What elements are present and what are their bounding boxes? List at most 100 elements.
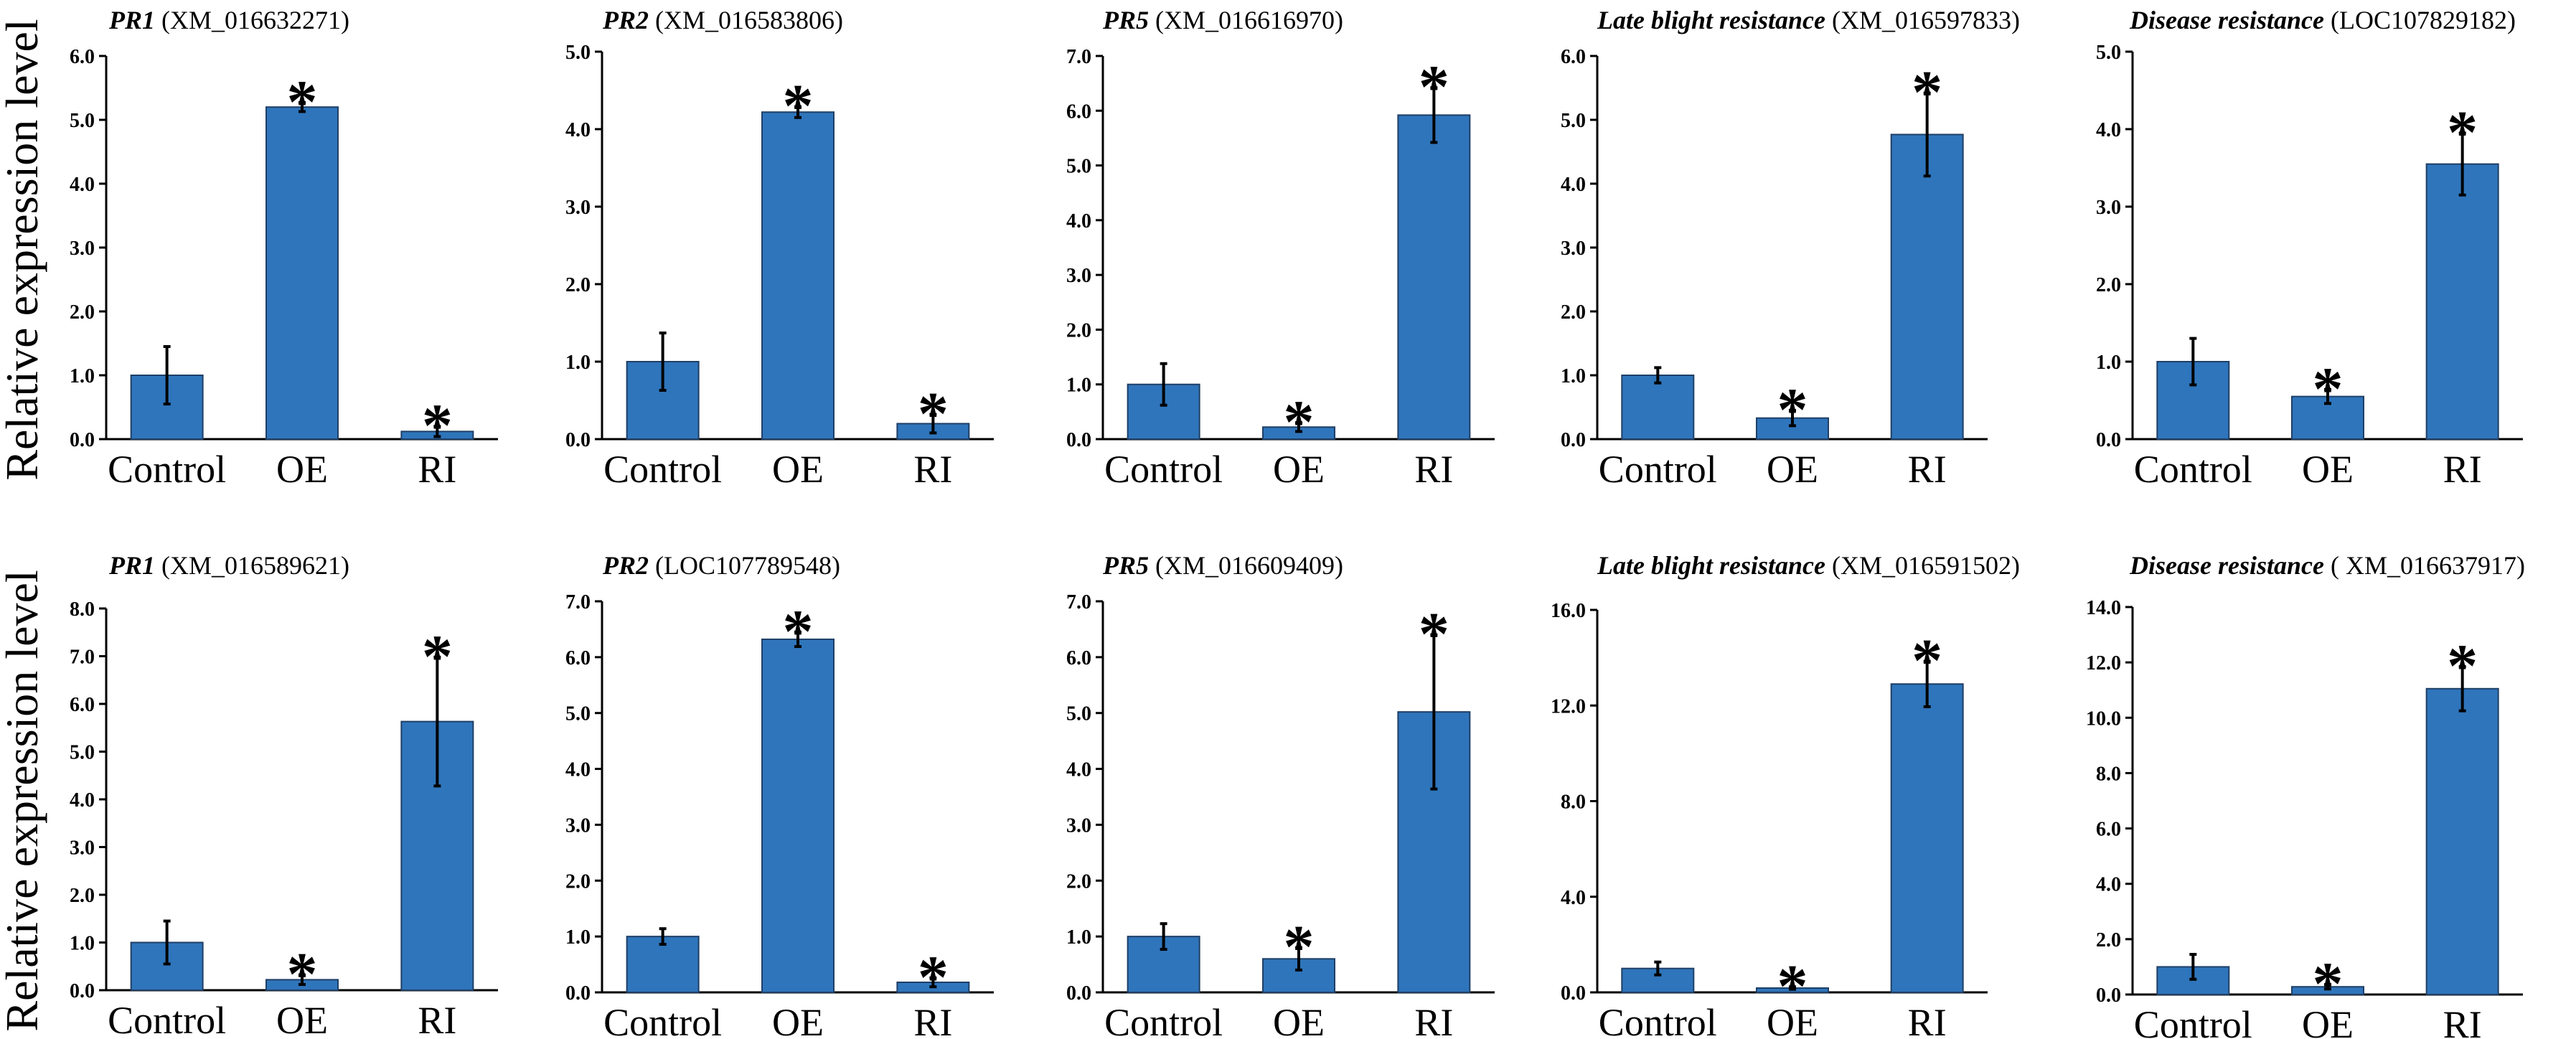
y-tick-label: 4.0 (2096, 874, 2121, 896)
x-category-label: OE (772, 448, 824, 491)
chart-title-gene: PR5 (1102, 551, 1149, 580)
chart-title-id: (XM_016609409) (1149, 551, 1343, 580)
chart-title-gene: PR2 (602, 6, 649, 34)
significance-star: * (1777, 951, 1808, 1020)
bar-ri (1397, 114, 1471, 440)
y-tick-label: 2.0 (70, 885, 95, 907)
x-category-label: RI (1908, 1001, 1947, 1039)
chart-panel-4: Late blight resistance (XM_016597833) 0.0… (1561, 6, 2020, 491)
chart-panel-9: Late blight resistance (XM_016591502) 0.0… (1551, 551, 2020, 1039)
y-tick-label: 6.0 (70, 46, 95, 68)
y-tick-label: 7.0 (1066, 591, 1091, 613)
y-tick-label: 2.0 (2096, 274, 2121, 296)
chart-title-id: (XM_016589621) (155, 551, 349, 580)
chart-title: Disease resistance ( XM_016637917) (2129, 551, 2525, 580)
y-tick-label: 0.0 (70, 429, 95, 451)
y-tick-label: 3.0 (565, 814, 591, 837)
chart-panel-3: PR5 (XM_016616970) 0.0 1.0 2.0 3.0 4.0 5.0 6.0 7… (1066, 6, 1495, 491)
chart-panels: PR1 (XM_016632271) 0.0 1.0 2.0 3.0 4.0 5.0 6.0 C… (70, 6, 2525, 1039)
y-tick-label: 1.0 (2096, 352, 2121, 374)
y-tick-label: 3.0 (1561, 238, 1586, 260)
ylabel-top-row: Relative expression level (0, 19, 47, 480)
y-axis-labels: Relative expression level Relative expre… (0, 19, 47, 1031)
significance-star: * (2313, 354, 2344, 423)
significance-star: * (783, 597, 814, 666)
chart-title-gene: Disease resistance (2129, 6, 2324, 34)
y-tick-label: 2.0 (2096, 929, 2121, 951)
y-tick-label: 2.0 (70, 301, 95, 324)
significance-star: * (1284, 913, 1315, 982)
chart-title: PR2 (LOC107789548) (602, 551, 840, 580)
chart-title-id: (XM_016583806) (649, 6, 843, 34)
chart-title: PR1 (XM_016589621) (108, 551, 349, 580)
y-tick-label: 3.0 (70, 837, 95, 860)
y-tick-label: 5.0 (70, 110, 95, 132)
y-tick-label: 0.0 (70, 980, 95, 1002)
y-tick-label: 4.0 (1066, 210, 1091, 232)
y-tick-label: 1.0 (565, 352, 591, 374)
chart-title: Disease resistance (LOC107829182) (2129, 6, 2516, 34)
y-tick-label: 0.0 (565, 982, 591, 1005)
y-tick-label: 1.0 (1561, 365, 1586, 387)
x-category-label: Control (1599, 448, 1717, 491)
y-tick-label: 5.0 (1561, 110, 1586, 132)
bar-ri (1890, 133, 1964, 440)
bar-ri (2425, 687, 2499, 995)
significance-star: * (2313, 949, 2344, 1018)
chart-title: Late blight resistance (XM_016591502) (1597, 551, 2020, 580)
y-tick-label: 16.0 (1551, 600, 1586, 622)
chart-title-gene: PR1 (108, 6, 155, 34)
ylabel-bottom-row: Relative expression level (0, 570, 47, 1031)
bar-control (1621, 375, 1695, 440)
significance-star: * (2447, 631, 2478, 700)
chart-title: Late blight resistance (XM_016597833) (1597, 6, 2020, 34)
y-tick-label: 5.0 (565, 42, 591, 64)
y-tick-label: 4.0 (1561, 174, 1586, 196)
y-tick-label: 5.0 (2096, 42, 2121, 64)
y-tick-label: 3.0 (2096, 197, 2121, 219)
x-category-label: Control (1599, 1001, 1717, 1039)
y-tick-label: 3.0 (1066, 814, 1091, 837)
y-tick-label: 5.0 (565, 703, 591, 725)
y-tick-label: 0.0 (1561, 982, 1586, 1005)
significance-star: * (918, 943, 949, 1012)
x-category-label: OE (1273, 1001, 1325, 1039)
x-category-label: OE (1767, 448, 1818, 491)
chart-title-gene: PR5 (1102, 6, 1149, 34)
y-tick-label: 0.0 (565, 429, 591, 451)
chart-panel-7: PR2 (LOC107789548) 0.0 1.0 2.0 3.0 4.0 5.0 6.0 7… (565, 551, 994, 1039)
y-tick-label: 7.0 (565, 591, 591, 613)
y-tick-label: 6.0 (1066, 100, 1091, 123)
bar-oe (761, 638, 835, 993)
chart-title-gene: Late blight resistance (1597, 6, 1825, 34)
chart-title-gene: Disease resistance (2129, 551, 2324, 580)
chart-title-gene: Late blight resistance (1597, 551, 1825, 580)
y-tick-label: 4.0 (565, 119, 591, 141)
x-category-label: RI (1414, 1001, 1453, 1039)
x-category-label: OE (1273, 448, 1325, 491)
bar-oe (265, 106, 339, 440)
y-tick-label: 5.0 (70, 742, 95, 764)
x-category-label: OE (2302, 1003, 2354, 1039)
y-tick-label: 8.0 (1561, 791, 1586, 814)
y-tick-label: 2.0 (1066, 870, 1091, 893)
y-tick-label: 0.0 (2096, 984, 2121, 1007)
significance-star: * (1777, 375, 1808, 444)
y-tick-label: 0.0 (1066, 429, 1091, 451)
y-tick-label: 2.0 (1066, 319, 1091, 342)
x-category-label: RI (1414, 448, 1453, 491)
significance-star: * (1912, 58, 1942, 127)
x-category-label: Control (1104, 1001, 1223, 1039)
y-tick-label: 8.0 (2096, 763, 2121, 785)
y-tick-label: 6.0 (565, 647, 591, 669)
chart-title-id: (XM_016597833) (1825, 6, 2020, 34)
x-category-label: RI (418, 999, 456, 1039)
chart-panel-1: PR1 (XM_016632271) 0.0 1.0 2.0 3.0 4.0 5.0 6.0 C… (70, 6, 498, 491)
y-tick-label: 1.0 (565, 926, 591, 949)
chart-title-id: ( XM_016637917) (2324, 551, 2525, 580)
chart-panel-5: Disease resistance (LOC107829182) 0.0 1.0 2… (2096, 6, 2523, 491)
x-category-label: Control (2134, 1003, 2252, 1039)
y-tick-label: 4.0 (70, 789, 95, 812)
x-category-label: RI (2443, 448, 2482, 491)
